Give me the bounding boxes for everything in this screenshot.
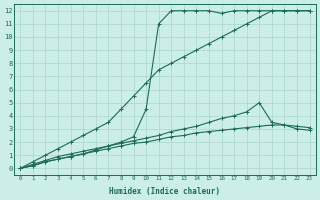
- X-axis label: Humidex (Indice chaleur): Humidex (Indice chaleur): [109, 187, 220, 196]
